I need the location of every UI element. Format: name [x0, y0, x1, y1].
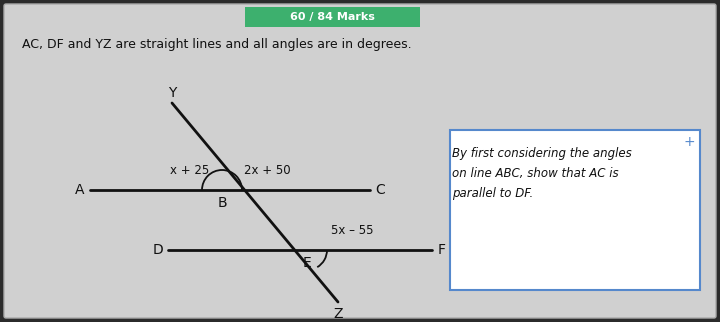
Text: C: C — [375, 183, 385, 197]
Text: Z: Z — [333, 307, 343, 321]
Text: x + 25: x + 25 — [171, 164, 210, 176]
Text: A: A — [76, 183, 85, 197]
FancyBboxPatch shape — [4, 4, 716, 318]
Text: Y: Y — [168, 86, 176, 100]
Text: +: + — [683, 135, 695, 149]
Text: E: E — [302, 256, 311, 270]
Text: D: D — [153, 243, 163, 257]
Bar — [450, 130, 700, 290]
Text: AC, DF and YZ are straight lines and all angles are in degrees.: AC, DF and YZ are straight lines and all… — [22, 37, 412, 51]
Text: on line ABC, show that AC is: on line ABC, show that AC is — [452, 166, 618, 179]
Text: parallel to DF.: parallel to DF. — [452, 186, 534, 200]
Text: 2x + 50: 2x + 50 — [243, 164, 290, 176]
Text: 5x – 55: 5x – 55 — [330, 223, 373, 236]
Text: By first considering the angles: By first considering the angles — [452, 147, 631, 159]
Text: 60 / 84 Marks: 60 / 84 Marks — [289, 12, 374, 22]
Text: B: B — [217, 196, 227, 210]
Text: F: F — [438, 243, 446, 257]
Bar — [245, 7, 420, 27]
